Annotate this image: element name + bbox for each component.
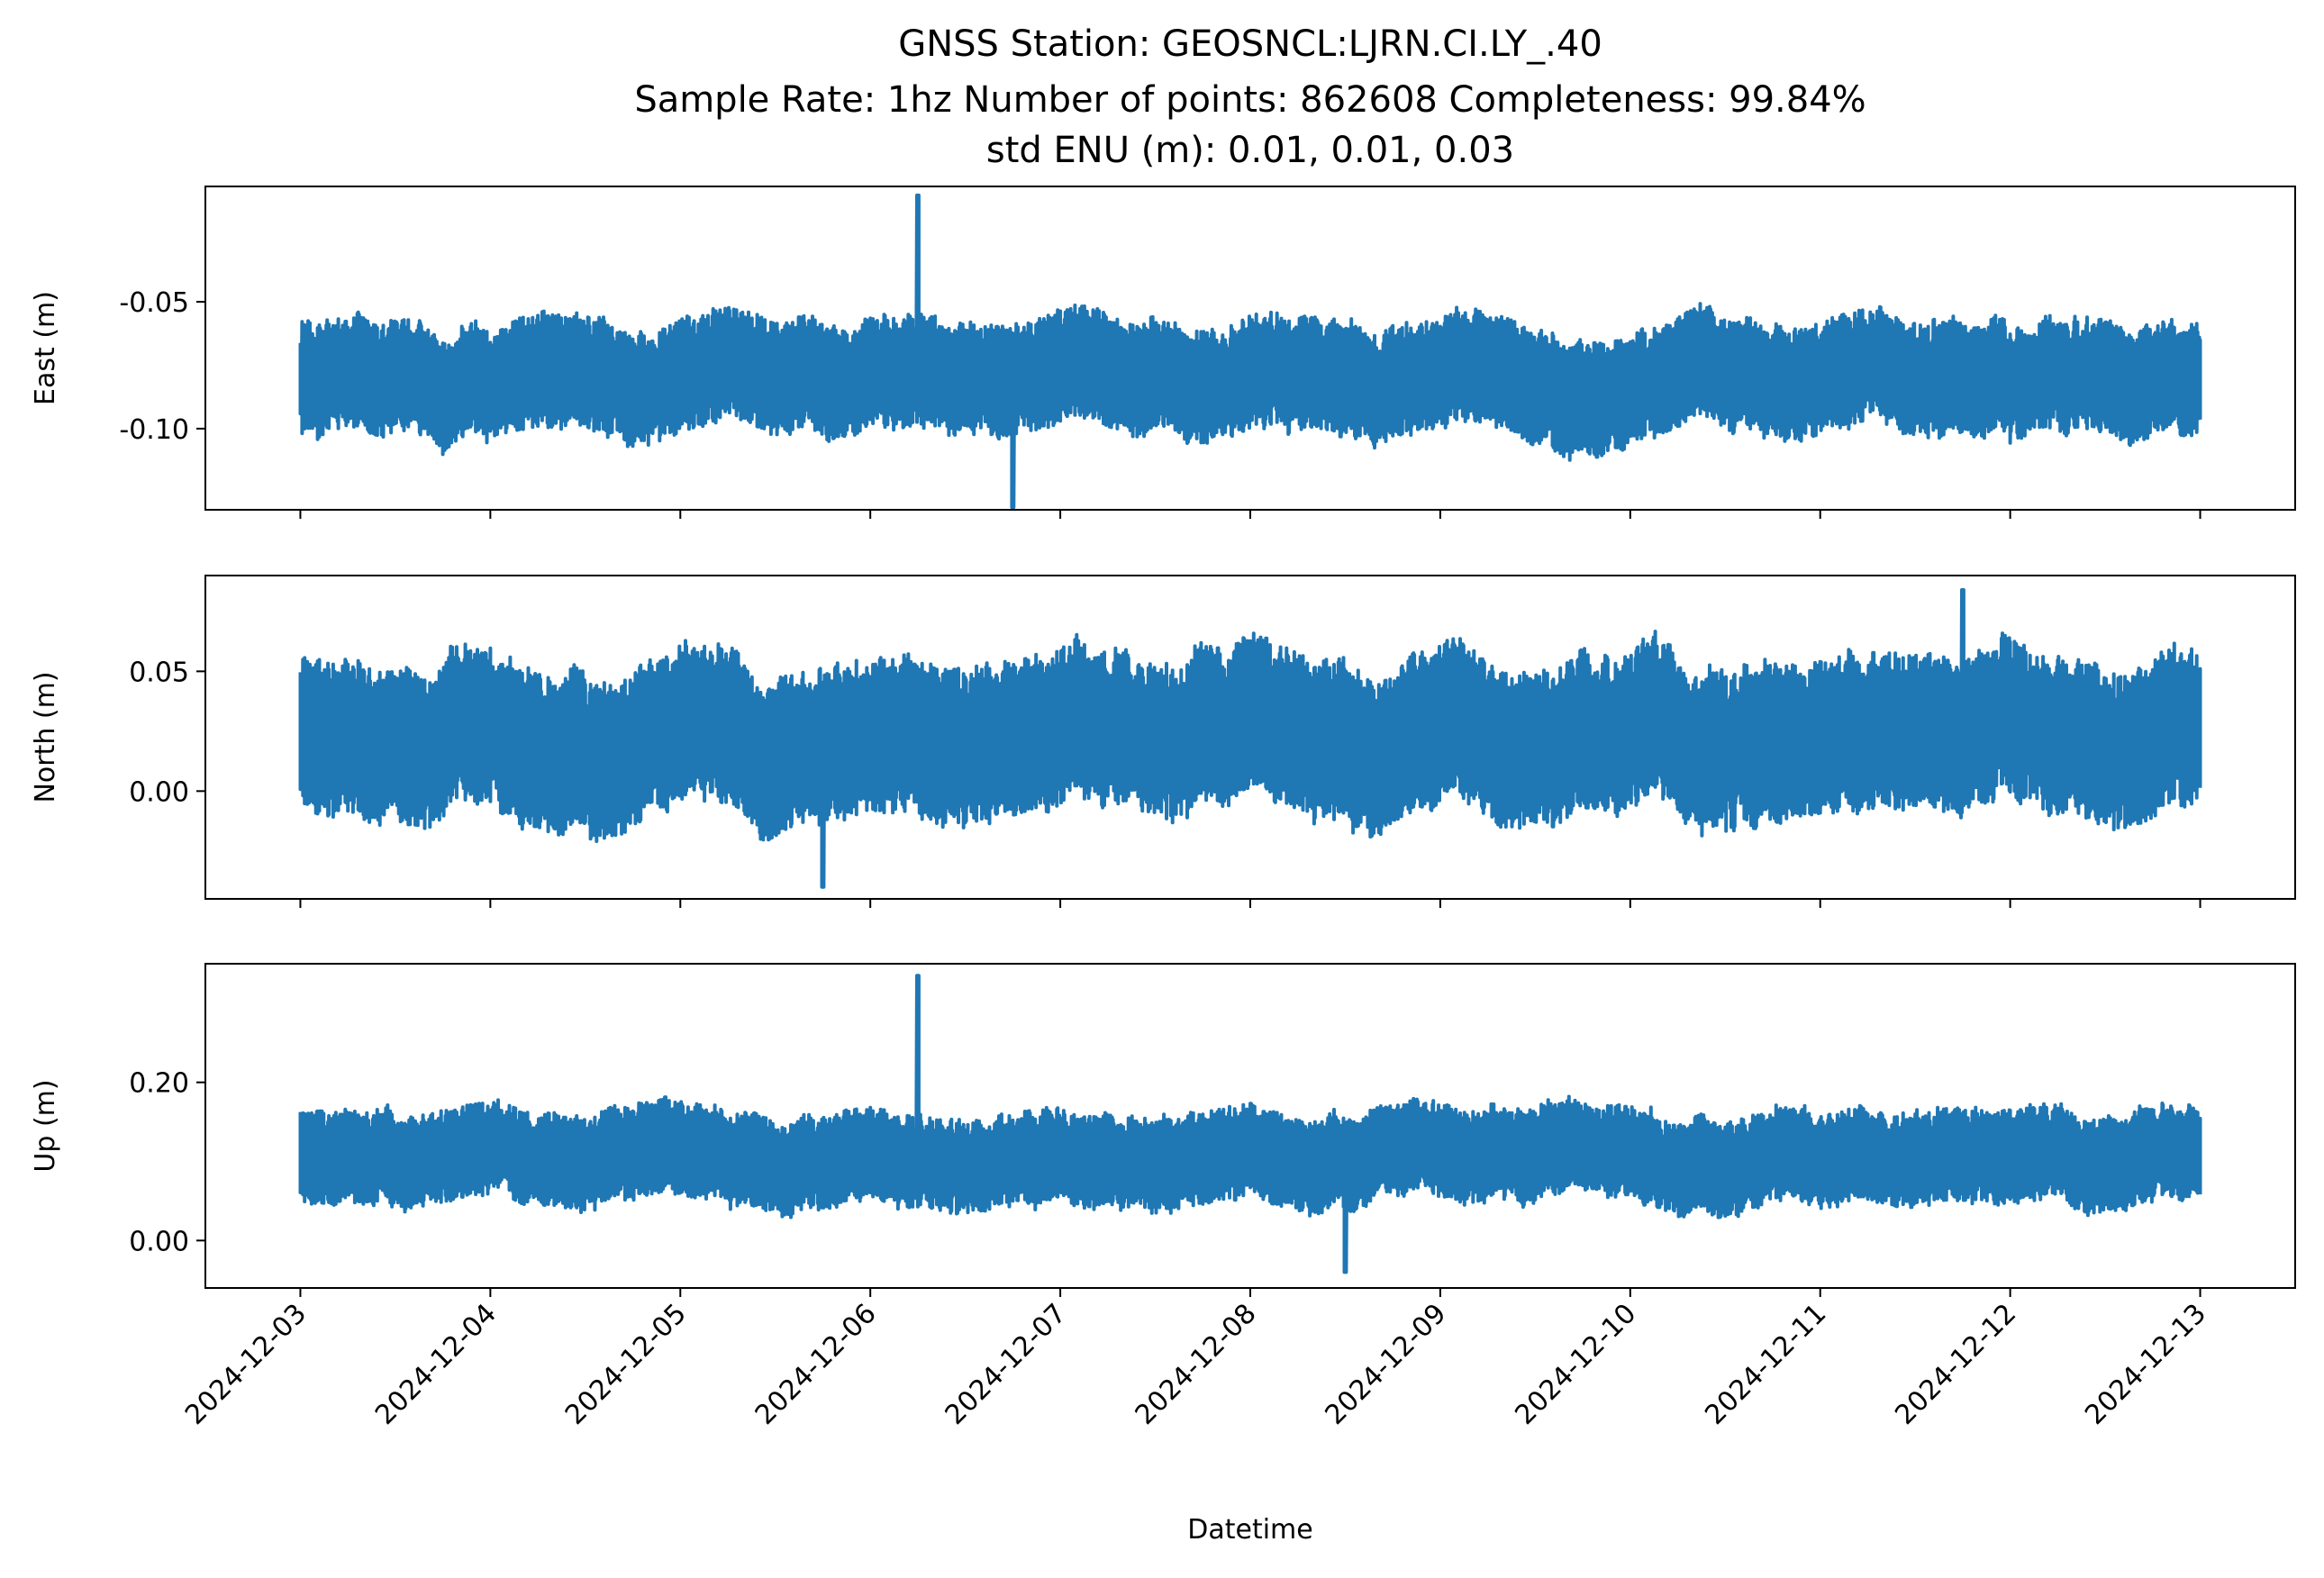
x-axis-label: Datetime (1187, 1514, 1312, 1546)
y-tick-label: 0.05 (129, 657, 189, 688)
y-axis-label-3: Up (m) (30, 1079, 61, 1172)
y-axis-label-2: North (m) (30, 671, 61, 803)
y-tick-label: -0.10 (119, 414, 189, 446)
y-axis-label-1: East (m) (30, 291, 61, 405)
panel-1: -0.05 -0.10 East (m) (30, 186, 2296, 519)
chart-title-line-3: std ENU (m): 0.01, 0.01, 0.03 (986, 130, 1514, 171)
y-tick-label: 0.00 (129, 1226, 189, 1257)
series-line-3 (298, 974, 2202, 1274)
panel-3: 0.20 0.00 Up (m) (30, 963, 2296, 1297)
chart-title-line-1: GNSS Station: GEOSNCL:LJRN.CI.LY_.40 (898, 23, 1602, 65)
y-tick-label: 0.00 (129, 776, 189, 808)
series-line-2 (298, 588, 2202, 889)
y-tick-label: -0.05 (119, 287, 189, 319)
series-line-1 (298, 193, 2202, 510)
chart-title-line-2: Sample Rate: 1hz Number of points: 86260… (634, 79, 1866, 121)
y-tick-label: 0.20 (129, 1068, 189, 1100)
panel-2: 0.05 0.00 North (m) (30, 575, 2296, 908)
